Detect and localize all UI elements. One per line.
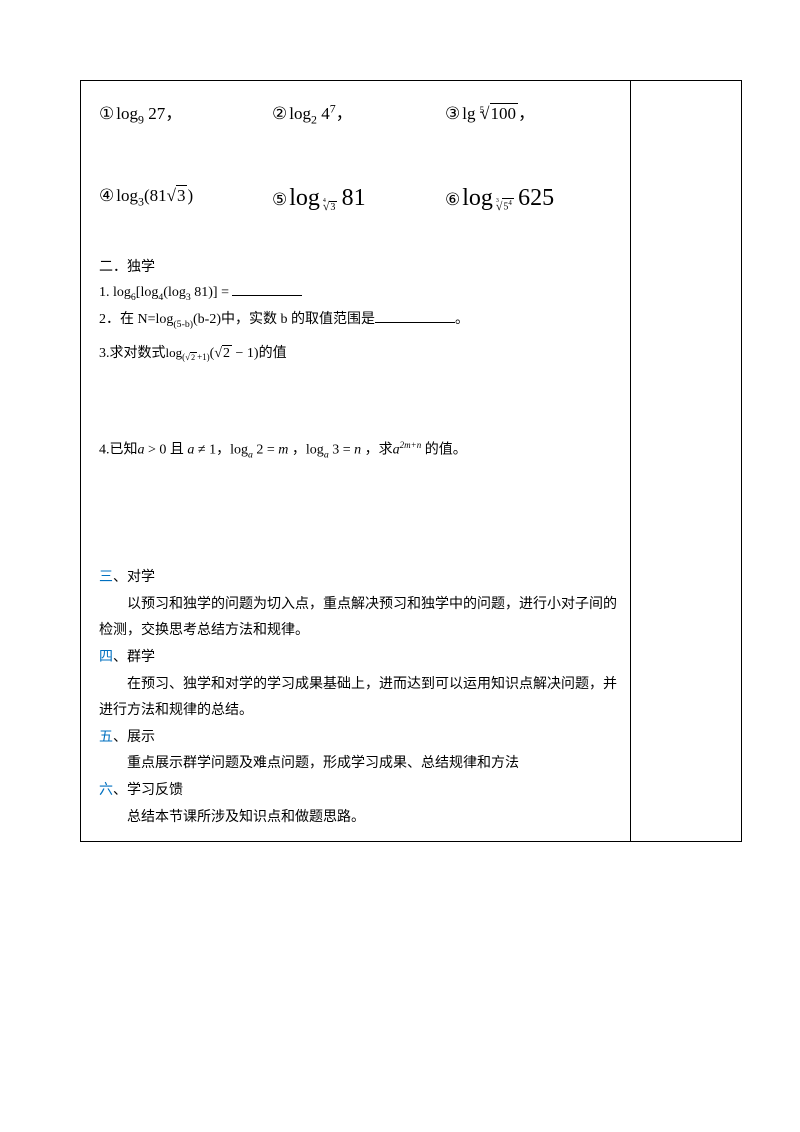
formula-row-2: ④log3(81√3) ⑤log4√3 81 ⑥log3√54 625 [99, 185, 618, 213]
spacer [99, 367, 618, 437]
question-2: 2．在 N=log(5-b)(b-2)中，实数 b 的取值范围是。 [99, 307, 618, 334]
section-3-body: 以预习和独学的问题为切入点，重点解决预习和独学中的问题，进行小对子间的检测，交换… [99, 592, 618, 645]
question-3: 3.求对数式log(√2+1)(√2 − 1)的值 [99, 341, 618, 368]
section-5-body: 重点展示群学问题及难点问题，形成学习成果、总结规律和方法 [99, 751, 618, 778]
main-column: ①log9 27， ②log2 47， ③lg5√100， ④log3(81√3… [81, 81, 631, 841]
page: ①log9 27， ②log2 47， ③lg5√100， ④log3(81√3… [0, 0, 800, 1132]
blank-2 [375, 310, 455, 323]
section-6-title: 六、学习反馈 [99, 778, 618, 805]
label-3: ③ [445, 104, 460, 123]
formula-5: ⑤log4√3 81 [272, 185, 445, 213]
formula-3: ③lg5√100， [445, 99, 618, 127]
side-column [631, 81, 741, 841]
formula-6: ⑥log3√54 625 [445, 185, 618, 213]
section-6-body: 总结本节课所涉及知识点和做题思路。 [99, 805, 618, 832]
label-5: ⑤ [272, 190, 287, 209]
label-1: ① [99, 104, 114, 123]
formula-1: ①log9 27， [99, 99, 272, 127]
label-4: ④ [99, 186, 114, 205]
formula-2: ②log2 47， [272, 99, 445, 127]
content-frame: ①log9 27， ②log2 47， ③lg5√100， ④log3(81√3… [80, 80, 742, 842]
section-duxue-title: 二．独学 [99, 256, 618, 276]
section-5-title: 五、展示 [99, 725, 618, 752]
section-3-title: 三、对学 [99, 565, 618, 592]
blank-1 [232, 283, 302, 296]
formula-row-1: ①log9 27， ②log2 47， ③lg5√100， [99, 99, 618, 127]
label-2: ② [272, 104, 287, 123]
spacer [99, 465, 618, 565]
section-4-title: 四、群学 [99, 645, 618, 672]
question-1: 1. log6[log4(log3 81)] = [99, 280, 618, 307]
formula-4: ④log3(81√3) [99, 185, 272, 213]
section-4-body: 在预习、独学和对学的学习成果基础上，进而达到可以运用知识点解决问题，并进行方法和… [99, 672, 618, 725]
question-4: 4.已知a > 0 且 a ≠ 1，loga 2 = m ，loga 3 = n… [99, 437, 618, 465]
label-6: ⑥ [445, 190, 460, 209]
